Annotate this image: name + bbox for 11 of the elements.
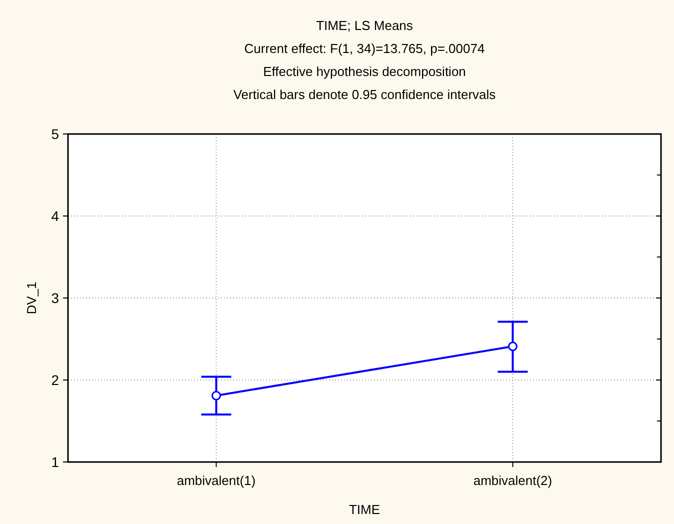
y-tick-label: 1	[51, 454, 60, 470]
y-tick-label: 4	[51, 208, 60, 224]
y-tick-label: 2	[51, 372, 60, 388]
y-tick-label: 3	[51, 290, 60, 306]
chart-title: TIME; LS Means	[316, 18, 414, 33]
x-axis-title: TIME	[348, 502, 380, 517]
x-tick-label: ambivalent(2)	[473, 473, 552, 488]
chart-subtitle: Current effect: F(1, 34)=13.765, p=.00074 Effective hypothesis decomposition Vertical bars denote 0.95 confidence intervals	[233, 41, 496, 102]
y-axis-title: DV_1	[24, 282, 39, 314]
x-tick-label: ambivalent(1)	[176, 473, 256, 488]
y-tick-label: 5	[51, 126, 60, 142]
